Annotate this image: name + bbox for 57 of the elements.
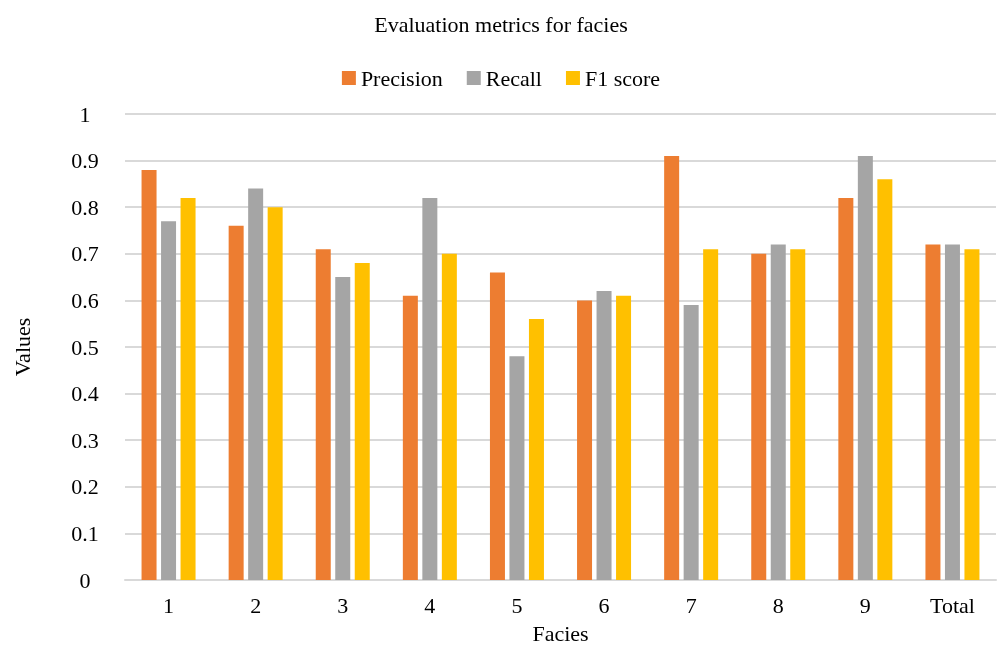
bar (267, 207, 283, 580)
y-tick-label: 0.5 (71, 334, 99, 360)
bar (877, 179, 893, 580)
chart-title: Evaluation metrics for facies (374, 11, 628, 37)
bar (141, 169, 157, 580)
bar (354, 263, 370, 580)
y-tick-label: 1 (79, 101, 91, 127)
bar (857, 155, 873, 580)
y-tick-label: 0.8 (71, 194, 99, 220)
bar (683, 305, 699, 580)
x-tick-label: 7 (685, 592, 697, 618)
y-tick-label: 0.2 (71, 474, 99, 500)
y-tick-label: 0.6 (71, 287, 99, 313)
legend-label: Recall (485, 65, 542, 91)
x-axis-title: Facies (532, 620, 589, 646)
bar (161, 221, 177, 580)
bar (751, 253, 767, 580)
x-tick-label: 6 (598, 592, 610, 618)
y-tick-label: 0.3 (71, 427, 99, 453)
bar (335, 277, 351, 580)
bar (180, 197, 196, 580)
bar (838, 197, 854, 580)
y-axis-title: Values (9, 317, 35, 377)
x-tick-label: 1 (163, 592, 175, 618)
bar (228, 225, 244, 580)
bar (664, 155, 680, 580)
bar (790, 249, 806, 580)
bar (402, 295, 418, 580)
bar (770, 244, 786, 580)
x-tick-label: 5 (511, 592, 523, 618)
bar (577, 300, 593, 580)
bar (441, 253, 457, 580)
y-tick-label: 0.9 (71, 148, 99, 174)
bar (528, 319, 544, 580)
y-tick-label: 0.1 (71, 520, 99, 546)
bar (964, 249, 980, 580)
x-tick-label: 2 (250, 592, 262, 618)
x-tick-label: 8 (772, 592, 784, 618)
legend-label: Precision (360, 65, 443, 91)
bar (944, 244, 960, 580)
legend-label: F1 score (584, 65, 661, 91)
bar (925, 244, 941, 580)
bar (489, 272, 505, 580)
y-tick-label: 0 (79, 567, 91, 593)
bar (616, 295, 632, 580)
bar (422, 197, 438, 580)
x-tick-label: 4 (424, 592, 436, 618)
bar (315, 249, 331, 580)
x-tick-label: Total (930, 592, 975, 618)
bar (248, 188, 264, 580)
y-tick-label: 0.7 (71, 241, 99, 267)
x-tick-label: 3 (337, 592, 349, 618)
x-tick-label: 9 (859, 592, 871, 618)
y-tick-label: 0.4 (71, 381, 99, 407)
bar (509, 356, 525, 580)
bar (703, 249, 719, 580)
bar (596, 291, 612, 580)
